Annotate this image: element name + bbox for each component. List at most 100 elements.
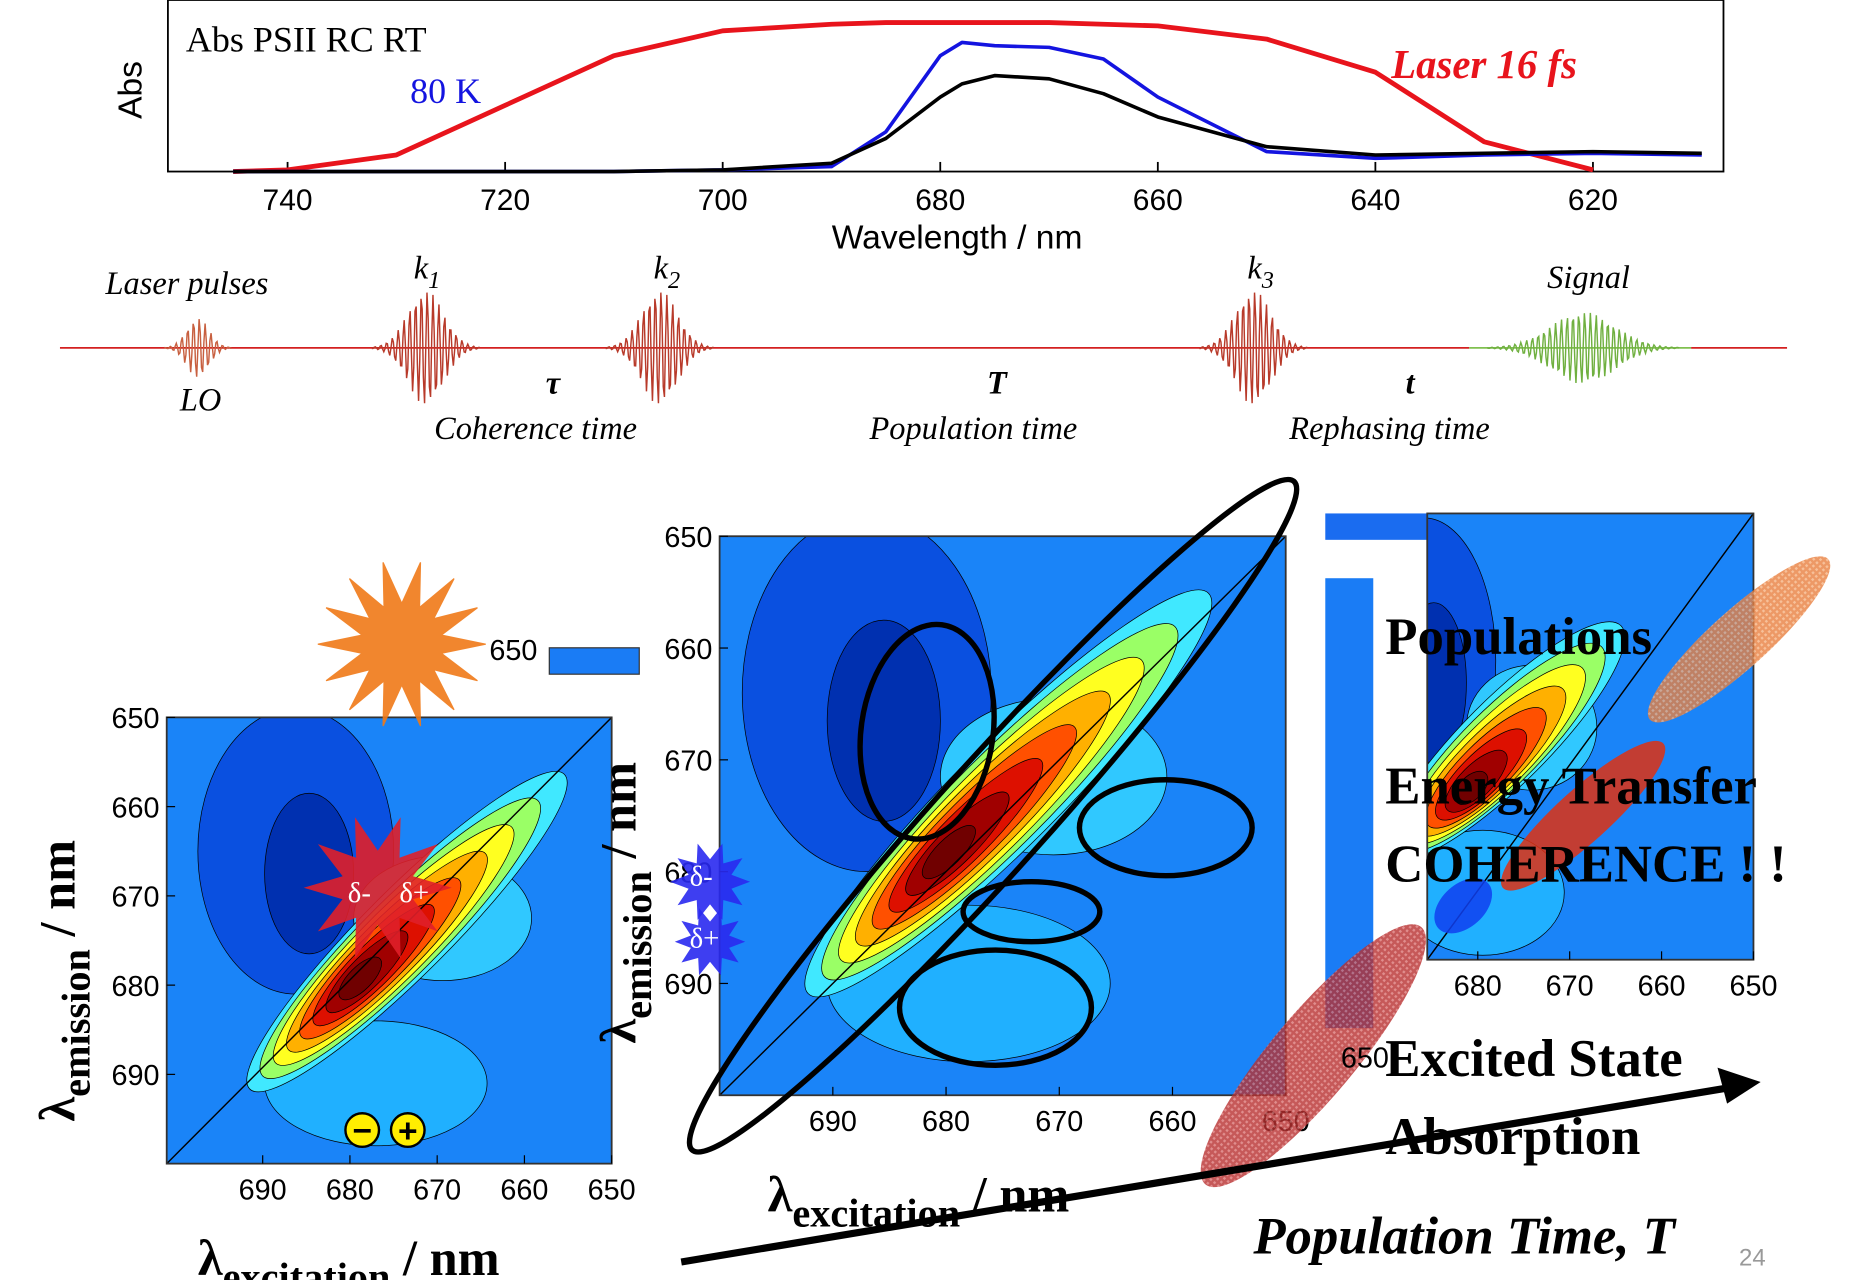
x-tick-label: 650 xyxy=(1729,971,1777,1003)
x-tick-label: 660 xyxy=(500,1175,548,1207)
x-tick-label: 690 xyxy=(239,1175,287,1207)
panel-bg xyxy=(1325,513,1428,540)
highlight-ellipse xyxy=(686,476,1300,1155)
x-tick-label: 670 xyxy=(1546,971,1594,1003)
x-tick-label: 670 xyxy=(413,1175,461,1207)
suffix: / nm xyxy=(390,1230,499,1280)
charge-star xyxy=(674,908,746,976)
pulse-label: Signal xyxy=(1547,260,1630,296)
excitation-star xyxy=(317,562,486,727)
pulse-label: Laser pulses xyxy=(105,266,269,302)
series-line xyxy=(233,73,1702,174)
symbol: k xyxy=(414,250,429,286)
annotation: Population Time, T xyxy=(1252,1208,1676,1266)
plot-frame xyxy=(167,0,1725,173)
charge-label: δ- xyxy=(690,860,713,892)
ion-circle xyxy=(389,1112,426,1149)
annotation: Excited State xyxy=(1385,1030,1682,1088)
x-axis-label: λexcitation / nm xyxy=(198,1230,500,1280)
ion-circle xyxy=(344,1112,381,1149)
contour-band xyxy=(921,825,976,880)
plot-frame xyxy=(718,535,1287,1097)
contour-band xyxy=(338,956,382,1001)
shaded-region xyxy=(1200,924,1426,1188)
annotation: Laser 16 fs xyxy=(1390,42,1577,87)
subscript: 2 xyxy=(668,267,680,294)
annotation: 80 K xyxy=(410,71,481,111)
ion-sign: + xyxy=(398,1113,418,1150)
interval-label: Population time xyxy=(869,411,1078,447)
symbol: k xyxy=(1247,250,1262,286)
x-tick-label: 680 xyxy=(326,1175,374,1207)
y-tick-label: 680 xyxy=(112,971,160,1003)
interval-label: Coherence time xyxy=(434,411,637,447)
diagonal xyxy=(719,536,1286,1096)
pulse-label: k2 xyxy=(654,250,681,294)
charge-star xyxy=(303,817,452,959)
lo-pulse xyxy=(164,319,232,377)
subscript: emission xyxy=(53,949,98,1097)
pulse xyxy=(605,292,714,404)
x-tick-label: 660 xyxy=(1638,971,1686,1003)
y-axis-label: λemission / nm xyxy=(29,840,98,1122)
highlight-ellipse xyxy=(896,947,1095,1068)
subscript: emission xyxy=(615,871,660,1019)
suffix: / nm xyxy=(29,840,85,949)
y-tick-label: 650 xyxy=(112,703,160,735)
symbol: λ xyxy=(768,1167,793,1223)
highlight-ellipse xyxy=(960,879,1103,945)
symbol: λ xyxy=(591,1019,647,1044)
annotation-symbol: T xyxy=(1643,1208,1677,1266)
colorbar xyxy=(548,647,640,675)
x-tick-label: 660 xyxy=(1148,1106,1196,1138)
highlight-ellipse xyxy=(1076,777,1255,879)
x-tick-label: 640 xyxy=(1350,184,1400,217)
x-tick-label: 680 xyxy=(922,1106,970,1138)
charge-label: δ- xyxy=(348,877,371,909)
ion-sign: − xyxy=(352,1113,372,1150)
highlight-ellipse xyxy=(857,621,997,842)
contour-plot xyxy=(166,717,612,1164)
interval-symbol: T xyxy=(987,365,1008,401)
signal-pulse xyxy=(1486,312,1680,383)
annotation: Absorption xyxy=(1385,1108,1640,1166)
stray-label: 650 xyxy=(489,635,537,667)
series-line xyxy=(233,20,1594,174)
page-number: 24 xyxy=(1739,1245,1766,1272)
subscript: excitation xyxy=(223,1254,391,1280)
annotation: Energy Transfer xyxy=(1385,758,1757,816)
charge-label: δ+ xyxy=(399,877,429,909)
annotation: COHERENCE ! ! xyxy=(1385,836,1787,894)
x-tick-label: 690 xyxy=(809,1106,857,1138)
chart-title: Abs PSII RC RT xyxy=(186,20,427,60)
contour-band xyxy=(1454,770,1489,805)
arrow-head xyxy=(1717,1067,1761,1104)
shaded-region xyxy=(1501,740,1666,891)
y-tick-label: 690 xyxy=(112,1060,160,1092)
interval-symbol: t xyxy=(1406,365,1416,401)
contour-plot xyxy=(719,536,1286,1096)
pulse-label: LO xyxy=(179,382,221,418)
pulse xyxy=(371,292,480,404)
contour-band xyxy=(826,619,941,822)
charge-label: δ+ xyxy=(690,923,720,955)
interval-label: Rephasing time xyxy=(1288,411,1489,447)
annotation: Populations xyxy=(1385,608,1652,666)
plot-frame xyxy=(165,716,613,1165)
y-tick-label: 660 xyxy=(664,634,712,666)
y-tick-label: 690 xyxy=(664,969,712,1001)
y-tick-label: 670 xyxy=(112,882,160,914)
pulse xyxy=(1199,292,1308,404)
x-tick-label: 620 xyxy=(1568,184,1618,217)
x-tick-label: 740 xyxy=(263,184,313,217)
charge-star xyxy=(669,843,751,920)
subscript: 1 xyxy=(428,267,440,294)
y-tick-label: 650 xyxy=(664,522,712,554)
x-tick-label: 680 xyxy=(915,184,965,217)
pulse-label: k1 xyxy=(414,250,441,294)
x-tick-label: 700 xyxy=(698,184,748,217)
x-axis-label: Wavelength / nm xyxy=(832,219,1083,256)
stray-label: 650 xyxy=(1341,1043,1389,1075)
interval-symbol: τ xyxy=(546,365,562,401)
